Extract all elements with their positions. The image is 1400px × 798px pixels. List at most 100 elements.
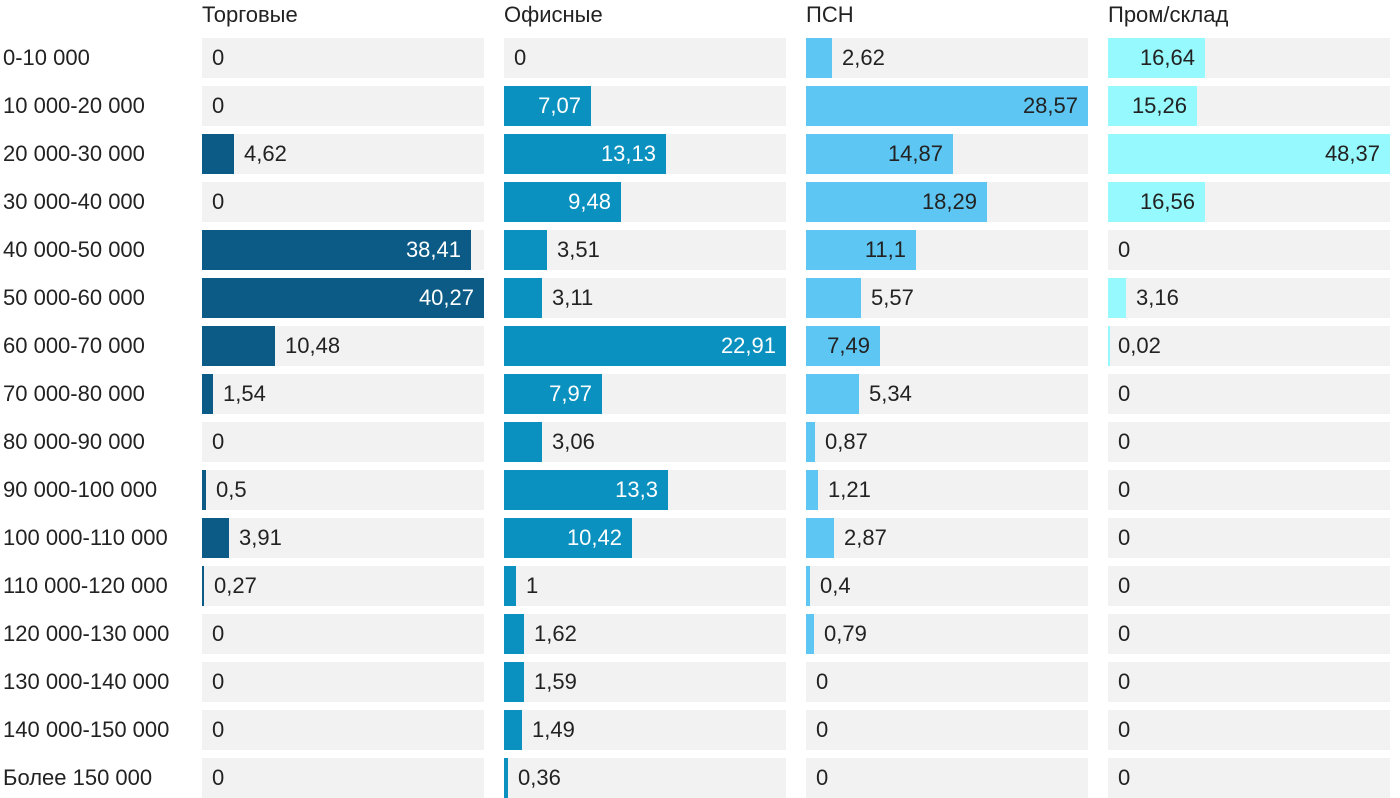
- data-label: 7,49: [827, 333, 870, 358]
- data-label: 0: [1118, 477, 1131, 502]
- bar-track: 0: [1108, 518, 1390, 558]
- data-label: 3,11: [552, 285, 594, 310]
- bar-track: 7,49: [806, 326, 1088, 366]
- bar: [806, 230, 916, 270]
- data-label: 18,29: [921, 189, 977, 214]
- bar-track: 15,26: [1108, 86, 1390, 126]
- bar-track: 0: [202, 182, 484, 222]
- data-label: 0: [212, 669, 225, 694]
- data-label: 11,1: [864, 237, 906, 262]
- data-label: 0: [1118, 621, 1131, 646]
- data-label: 1,62: [534, 621, 577, 646]
- category-label: 40 000-50 000: [3, 237, 145, 262]
- data-label: 0: [1118, 525, 1131, 550]
- bar-track: 0: [202, 38, 484, 78]
- bar: [504, 230, 547, 270]
- bar: [1108, 38, 1205, 78]
- data-label: 0: [514, 45, 527, 70]
- category-label: 10 000-20 000: [3, 93, 145, 118]
- data-label: 5,34: [869, 381, 912, 406]
- data-label: 0: [1118, 237, 1131, 262]
- bar: [504, 614, 524, 654]
- category-label: 120 000-130 000: [3, 621, 170, 646]
- bar: [806, 86, 1088, 126]
- bar-track: 28,57: [806, 86, 1088, 126]
- bar-track: 0: [806, 710, 1088, 750]
- bar: [504, 758, 508, 798]
- bar-track: 13,13: [504, 134, 786, 174]
- bar: [806, 614, 814, 654]
- bar: [202, 278, 484, 318]
- bar: [504, 134, 666, 174]
- bar-track: 0: [1108, 374, 1390, 414]
- bar-track: 0: [1108, 710, 1390, 750]
- bar: [504, 470, 668, 510]
- bar-track: 3,06: [504, 422, 786, 462]
- bar-track: 2,62: [806, 38, 1088, 78]
- bar: [1108, 278, 1126, 318]
- bar-track: 10,42: [504, 518, 786, 558]
- data-label: 0,5: [216, 477, 247, 502]
- bar-track: 0: [202, 710, 484, 750]
- bar: [1108, 326, 1110, 366]
- data-label: 28,57: [1022, 93, 1078, 118]
- data-label: 0,87: [825, 429, 868, 454]
- data-label: 16,64: [1139, 45, 1195, 70]
- bar-track: 0: [1108, 422, 1390, 462]
- bar-track: 1,62: [504, 614, 786, 654]
- bar: [504, 566, 516, 606]
- data-label: 1,21: [828, 477, 871, 502]
- data-label: 15,26: [1131, 93, 1187, 118]
- category-label: 70 000-80 000: [3, 381, 145, 406]
- data-label: 10,48: [285, 333, 341, 358]
- data-label: 3,51: [557, 237, 600, 262]
- bar: [1108, 182, 1205, 222]
- bar-track: 7,07: [504, 86, 786, 126]
- bar: [504, 374, 602, 414]
- bar-track: 18,29: [806, 182, 1088, 222]
- bar: [202, 518, 229, 558]
- data-label: 0: [1118, 717, 1131, 742]
- data-label: 2,62: [842, 45, 885, 70]
- data-label: 0: [1118, 765, 1131, 790]
- data-label: 3,06: [552, 429, 595, 454]
- bar: [806, 566, 810, 606]
- bar: [806, 182, 987, 222]
- bar: [504, 518, 632, 558]
- data-label: 7,97: [549, 381, 592, 406]
- bar: [806, 518, 834, 558]
- bar-track: 22,91: [504, 326, 786, 366]
- bar-track: 0,4: [806, 566, 1088, 606]
- bar-track: 0,79: [806, 614, 1088, 654]
- bar: [202, 230, 471, 270]
- bar-track: 0,5: [202, 470, 484, 510]
- bar: [504, 710, 522, 750]
- bar-track: 0: [1108, 758, 1390, 798]
- data-label: 40,27: [418, 285, 474, 310]
- series-title: Пром/склад: [1108, 2, 1229, 27]
- bar-track: 0: [202, 422, 484, 462]
- bar-track: 16,64: [1108, 38, 1390, 78]
- bar: [806, 374, 859, 414]
- bar-track: 1,59: [504, 662, 786, 702]
- data-label: 0,02: [1118, 333, 1161, 358]
- data-label: 9,48: [568, 189, 611, 214]
- bar-track: 0: [806, 758, 1088, 798]
- bar: [1108, 86, 1197, 126]
- category-label: 30 000-40 000: [3, 189, 145, 214]
- bar: [202, 470, 206, 510]
- bar-track: 0,02: [1108, 326, 1390, 366]
- bar-track: 0: [806, 662, 1088, 702]
- bar-track: 0,27: [202, 566, 484, 606]
- data-label: 14,87: [887, 141, 943, 166]
- bar: [806, 134, 953, 174]
- bar: [504, 86, 591, 126]
- bar-track: 0: [202, 758, 484, 798]
- bar-track: 0: [1108, 662, 1390, 702]
- category-label: 0-10 000: [3, 45, 90, 70]
- data-label: 0: [816, 717, 829, 742]
- bar-track: 1,21: [806, 470, 1088, 510]
- series-title: ПСН: [806, 2, 854, 27]
- bar-track: 5,57: [806, 278, 1088, 318]
- data-label: 0: [816, 669, 829, 694]
